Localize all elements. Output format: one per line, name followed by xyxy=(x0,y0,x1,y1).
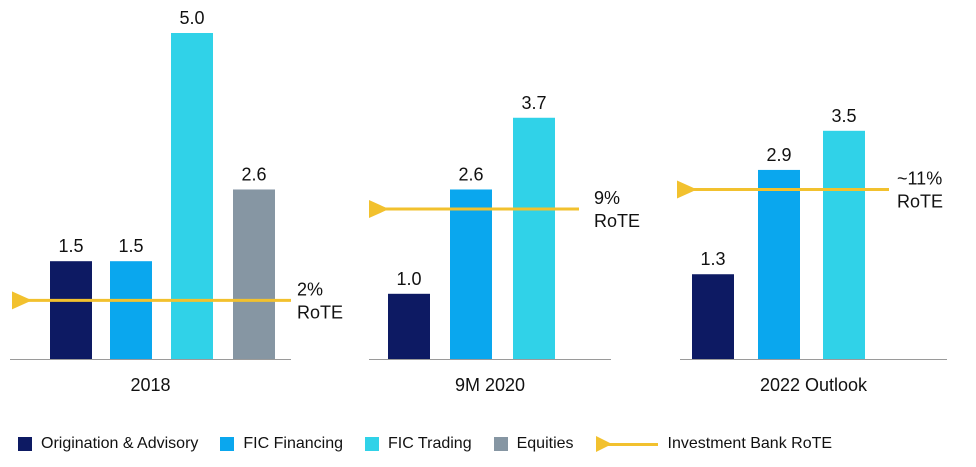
legend-item-origination: Origination & Advisory xyxy=(18,435,198,453)
panel-3-bar-origination xyxy=(692,274,734,359)
legend-item-fic-financing: FIC Financing xyxy=(220,435,343,453)
panel-3-category-label: 2022 Outlook xyxy=(760,375,868,395)
panel-1-rote-label: RoTE xyxy=(297,302,343,322)
panel-3-rote-arrow xyxy=(677,180,697,199)
legend-item-rote: Investment Bank RoTE xyxy=(595,435,833,453)
legend-item-fic-trading: FIC Trading xyxy=(365,435,472,453)
panel-1-value-label-3: 5.0 xyxy=(179,8,204,28)
panel-2-value-label-1: 1.0 xyxy=(396,269,421,289)
panel-3-rote-value: ~11% xyxy=(897,168,942,188)
panel-1-value-label-4: 2.6 xyxy=(241,164,266,184)
rote-line-icon xyxy=(595,436,658,452)
panel-2-value-label-2: 2.6 xyxy=(458,164,483,184)
legend-swatch-equities xyxy=(493,437,508,451)
legend-label-fic-financing: FIC Financing xyxy=(243,435,343,452)
panel-2-rote-label: RoTE xyxy=(594,211,640,231)
legend-label-origination: Origination & Advisory xyxy=(41,435,199,452)
panel-1-category-label: 2018 xyxy=(130,375,170,395)
panel-1-value-label-2: 1.5 xyxy=(118,236,143,256)
panel-3-value-label-2: 2.9 xyxy=(766,145,791,165)
panel-2-value-label-3: 3.7 xyxy=(521,93,546,113)
panel-3-rote-label: RoTE xyxy=(897,191,943,211)
panel-2-bar-fic-trading xyxy=(513,117,555,359)
panel-2-rote-value: 9% xyxy=(594,188,620,208)
legend-swatch-fic-financing xyxy=(220,437,235,451)
legend-swatch-origination xyxy=(18,437,32,451)
legend: Origination & Advisory FIC Financing FIC… xyxy=(18,431,854,457)
legend-swatch-fic-trading xyxy=(365,437,379,451)
panel-2-rote-arrow xyxy=(369,200,389,219)
panel-1-bar-fic-financing xyxy=(110,261,152,359)
panel-2-bar-fic-financing xyxy=(450,189,492,359)
panel-3-value-label-3: 3.5 xyxy=(831,106,856,126)
legend-label-equities: Equities xyxy=(516,435,574,452)
panel-1-rote-value: 2% xyxy=(297,279,323,299)
legend-label-fic-trading: FIC Trading xyxy=(388,435,472,452)
panel-1-bar-origination xyxy=(50,261,92,359)
panel-1-bar-equities xyxy=(233,189,275,359)
legend-item-equities: Equities xyxy=(493,435,574,453)
panel-2-bar-origination xyxy=(388,293,430,359)
panel-3-bar-fic-financing xyxy=(758,169,800,359)
panel-1-rote-arrow xyxy=(12,291,32,310)
panel-3-value-label-1: 1.3 xyxy=(700,249,725,269)
panel-1-value-label-1: 1.5 xyxy=(58,236,83,256)
panel-2-category-label: 9M 2020 xyxy=(455,375,525,395)
panel-3-bar-fic-trading xyxy=(823,130,865,359)
legend-label-rote: Investment Bank RoTE xyxy=(667,435,833,452)
panel-1-bar-fic-trading xyxy=(171,33,213,359)
